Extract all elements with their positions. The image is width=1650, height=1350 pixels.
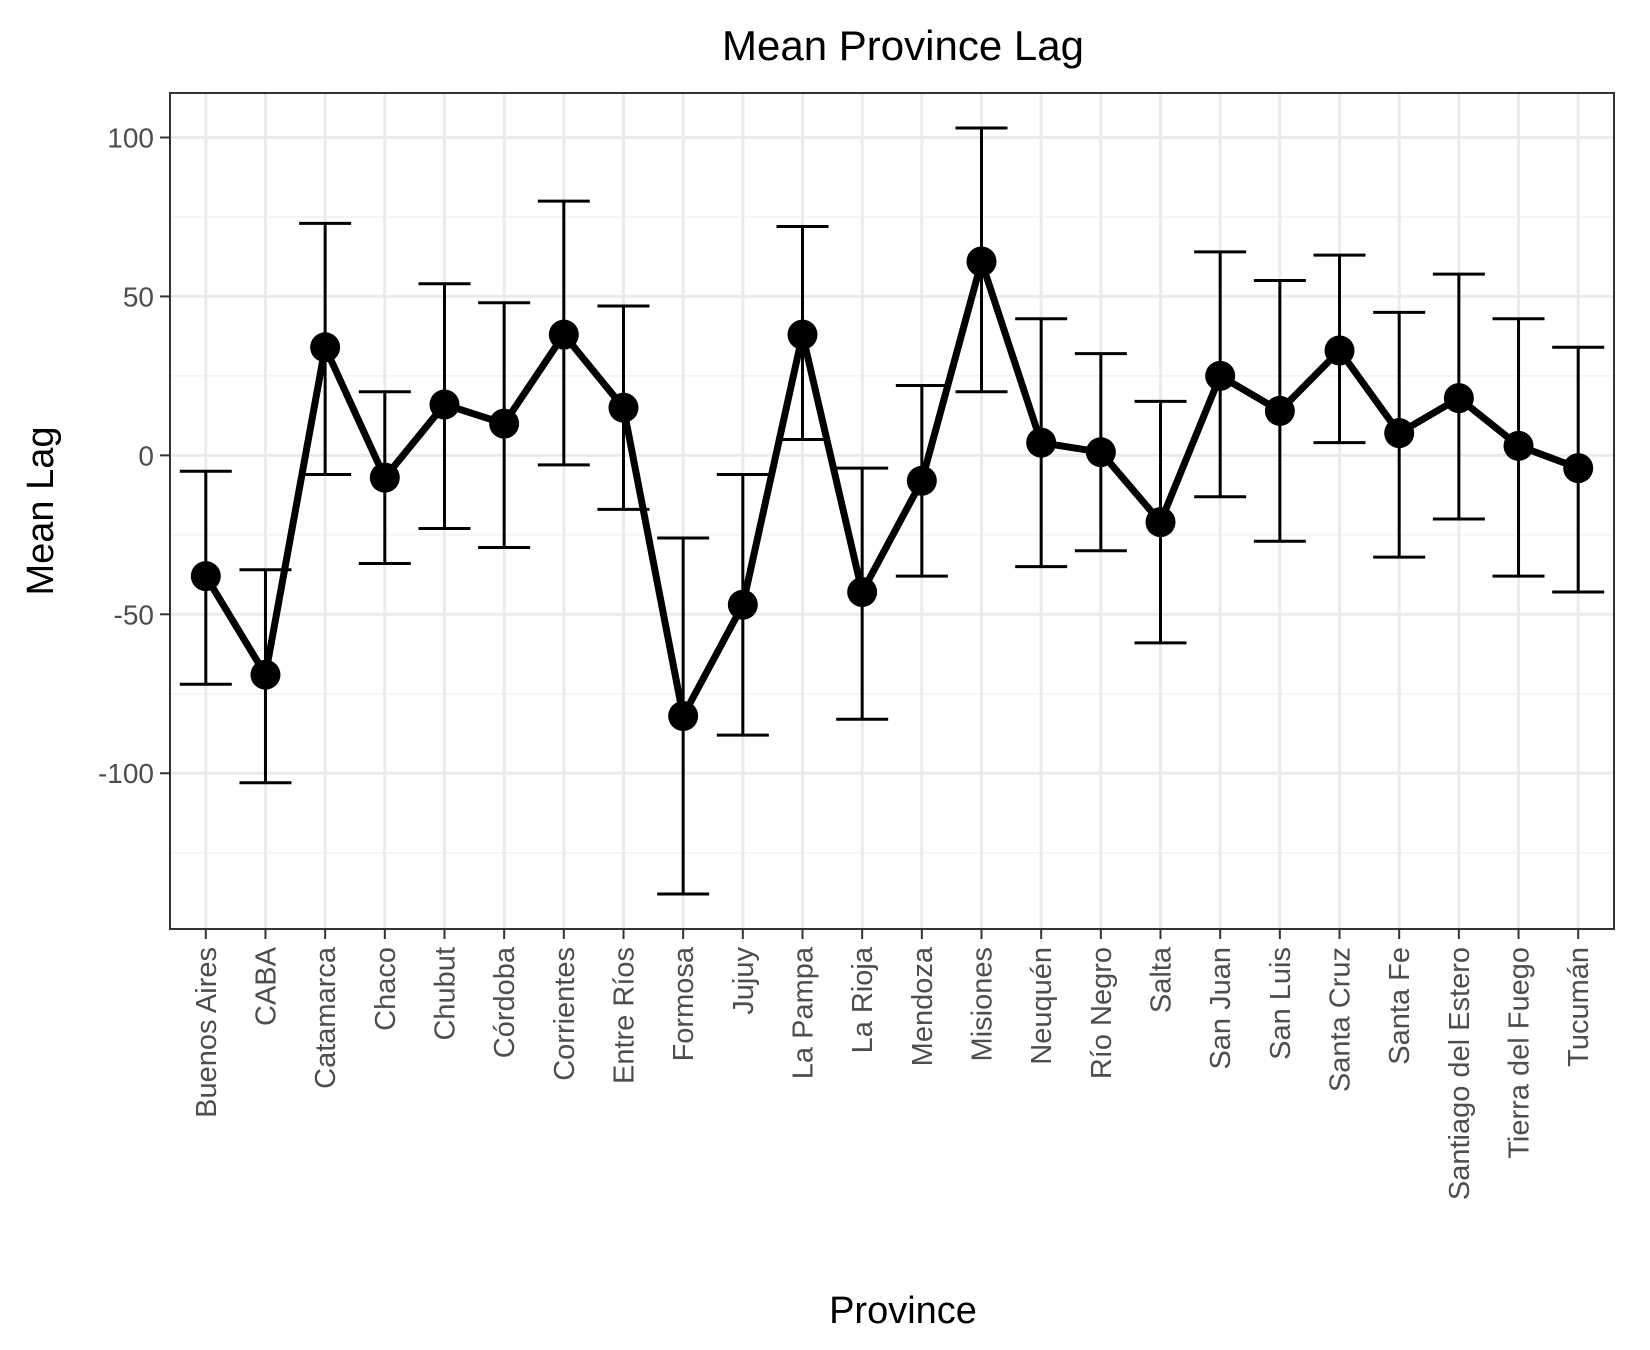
data-point bbox=[1205, 360, 1236, 391]
y-tick-label: 50 bbox=[123, 281, 154, 312]
grid bbox=[170, 93, 1614, 929]
y-tick-label: 0 bbox=[138, 440, 154, 471]
y-axis: -100 -50 0 50 100 bbox=[98, 123, 170, 789]
y-tick-label: 100 bbox=[107, 123, 154, 154]
data-point bbox=[489, 408, 520, 439]
x-tick-label: Santa Cruz bbox=[1325, 947, 1357, 1092]
y-tick-label: -50 bbox=[114, 599, 154, 630]
x-tick-label: San Juan bbox=[1205, 947, 1237, 1070]
x-tick-label: La Pampa bbox=[787, 946, 819, 1079]
x-tick-label: Salta bbox=[1146, 946, 1178, 1013]
x-tick-label: Santa Fe bbox=[1384, 947, 1416, 1065]
data-point bbox=[966, 246, 997, 277]
data-point bbox=[787, 319, 818, 350]
x-tick-label: Formosa bbox=[668, 946, 700, 1061]
data-point bbox=[727, 589, 758, 620]
x-tick-label: Entre Ríos bbox=[608, 947, 640, 1084]
data-point bbox=[1264, 395, 1295, 426]
x-tick-label: Misiones bbox=[967, 947, 999, 1061]
x-axis: Buenos Aires CABA Catamarca Chaco Chubut Córd… bbox=[191, 929, 1595, 1200]
error-bars bbox=[179, 126, 1605, 896]
data-point bbox=[847, 577, 878, 608]
data-point bbox=[190, 561, 221, 592]
data-point bbox=[1026, 427, 1057, 458]
x-tick-label: CABA bbox=[250, 946, 282, 1026]
x-tick-label: Catamarca bbox=[310, 946, 342, 1089]
x-tick-label: Tucumán bbox=[1563, 947, 1595, 1067]
data-point bbox=[1145, 507, 1176, 538]
data-point bbox=[608, 392, 639, 423]
data-point bbox=[1085, 437, 1116, 468]
data-point bbox=[1384, 418, 1415, 449]
data-point bbox=[1443, 383, 1474, 414]
series-line-layer bbox=[202, 257, 1582, 720]
x-tick-label: Santiago del Estero bbox=[1444, 947, 1476, 1200]
x-tick-label: Jujuy bbox=[728, 947, 760, 1015]
x-tick-label: Chubut bbox=[429, 947, 461, 1041]
data-point bbox=[906, 465, 937, 496]
x-tick-label: Chaco bbox=[370, 947, 402, 1031]
data-point bbox=[310, 332, 341, 363]
x-tick-label: La Rioja bbox=[847, 946, 879, 1053]
x-tick-label: Tierra del Fuego bbox=[1504, 947, 1536, 1159]
data-point bbox=[548, 319, 579, 350]
data-point bbox=[1324, 335, 1355, 366]
x-tick-label: Corrientes bbox=[549, 947, 581, 1081]
data-point bbox=[250, 659, 281, 690]
points bbox=[190, 246, 1594, 732]
x-tick-label: Buenos Aires bbox=[191, 947, 223, 1118]
data-point bbox=[369, 462, 400, 493]
chart-title: Mean Province Lag bbox=[722, 22, 1084, 69]
y-axis-title: Mean Lag bbox=[20, 426, 62, 595]
plot-panel-border bbox=[169, 92, 1615, 930]
y-tick-label: -100 bbox=[98, 758, 154, 789]
x-tick-label: Neuquén bbox=[1026, 947, 1058, 1065]
x-tick-label: San Luis bbox=[1265, 947, 1297, 1060]
series-line bbox=[202, 257, 1582, 720]
x-tick-label: Córdoba bbox=[489, 946, 521, 1058]
data-point bbox=[1503, 430, 1534, 461]
data-point bbox=[668, 701, 699, 732]
data-point bbox=[1563, 453, 1594, 484]
x-tick-label: Mendoza bbox=[907, 946, 939, 1066]
x-axis-title: Province bbox=[829, 1290, 977, 1332]
data-point bbox=[429, 389, 460, 420]
x-tick-label: Río Negro bbox=[1086, 947, 1118, 1079]
